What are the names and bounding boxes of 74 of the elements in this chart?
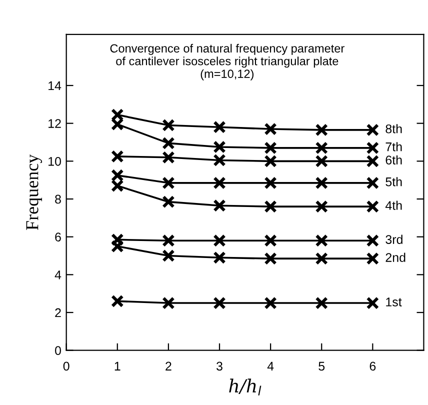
legend-label: 4th — [385, 200, 402, 210]
point — [213, 199, 226, 212]
legend-label: 6th — [386, 155, 402, 165]
y-tick-label: 2 — [55, 308, 61, 318]
point — [264, 176, 277, 190]
point — [315, 176, 328, 190]
point — [315, 124, 328, 136]
y-tick-label: 12 — [48, 119, 61, 128]
point — [315, 234, 328, 247]
point — [213, 251, 226, 264]
point — [315, 200, 328, 213]
point — [366, 124, 380, 136]
point — [111, 108, 124, 122]
point — [366, 296, 380, 310]
point — [315, 296, 328, 310]
point — [162, 150, 175, 164]
x-tick-label: 4 — [267, 362, 274, 370]
point — [111, 240, 124, 253]
point — [213, 154, 226, 167]
point — [213, 120, 226, 134]
point — [366, 176, 380, 190]
point — [264, 154, 277, 168]
point — [213, 140, 226, 154]
point — [162, 249, 175, 262]
y-axis-title: Frequency — [26, 154, 42, 230]
point — [111, 179, 124, 192]
y-tick-label: 0 — [55, 346, 61, 355]
point — [111, 294, 124, 308]
x-axis-title: h/h$_{l}$ — [229, 378, 262, 396]
point — [264, 122, 277, 136]
x-tick-label: 5 — [318, 362, 325, 371]
point — [111, 118, 124, 131]
y-tick-label: 10 — [48, 156, 61, 166]
x-tick-label: 2 — [166, 362, 172, 370]
point — [315, 154, 328, 168]
point — [315, 142, 328, 154]
point — [366, 142, 380, 154]
point — [111, 168, 124, 182]
x-tick-label: 3 — [216, 362, 222, 371]
point — [315, 252, 328, 265]
point — [264, 200, 277, 213]
series-label: 5th — [386, 177, 402, 186]
series-label: 1st — [386, 298, 402, 306]
x-tick-label: 6 — [370, 362, 376, 371]
text: Convergence of natural frequency parameter of cantilever isosceles right triangular plate (m=10,12) — [110, 44, 344, 80]
point — [162, 176, 175, 190]
point — [264, 234, 277, 247]
point — [213, 176, 226, 190]
point — [264, 296, 277, 310]
y-tick-label: 14 — [48, 81, 62, 90]
series-label: 7th — [386, 142, 402, 152]
point — [162, 195, 175, 208]
point — [213, 234, 226, 247]
point — [162, 118, 175, 132]
point — [213, 296, 226, 310]
point — [111, 150, 124, 163]
legend-label: 3rd — [386, 234, 402, 244]
point — [366, 234, 380, 247]
x-tick-label: 0 — [63, 362, 70, 371]
series-label: 2nd — [386, 252, 406, 262]
y-tick-label: 8 — [55, 194, 61, 204]
point — [162, 296, 175, 310]
point — [162, 234, 175, 247]
y-tick-label: 6 — [55, 232, 61, 242]
legend-label: 8th — [386, 124, 402, 134]
point — [264, 252, 277, 265]
point — [162, 136, 175, 150]
point — [366, 252, 380, 265]
point — [111, 233, 124, 246]
y-tick-label: 4 — [54, 270, 62, 280]
point — [366, 154, 380, 168]
point — [264, 142, 277, 154]
point — [366, 200, 380, 213]
x-tick-label: 1 — [114, 362, 120, 370]
